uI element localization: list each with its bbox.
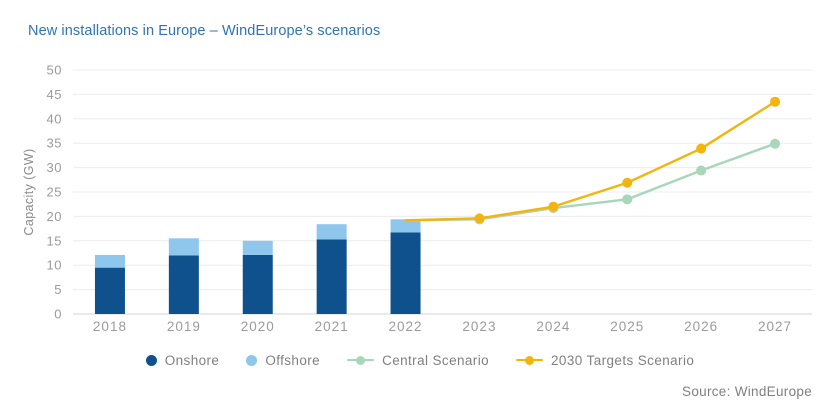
y-tick-label: 15: [47, 233, 62, 248]
point-2030-targets-scenario-2026: [696, 143, 707, 154]
x-axis-label: 2020: [241, 319, 275, 334]
legend-item-2030-targets-scenario: 2030 Targets Scenario: [516, 353, 694, 368]
line-central-scenario: [404, 142, 777, 222]
point-central-scenario-2026: [696, 165, 707, 176]
chart-title: New installations in Europe – WindEurope…: [28, 23, 381, 39]
legend-label: 2030 Targets Scenario: [551, 352, 695, 368]
x-axis-label: 2019: [167, 319, 201, 334]
legend-item-onshore: Onshore: [145, 352, 220, 368]
y-tick-label: 30: [47, 160, 62, 175]
chart-legend: Onshore Offshore Central Scenario 2030 Targ…: [0, 351, 840, 369]
x-axis-label: 2026: [684, 319, 718, 334]
bar-offshore-2021: [316, 224, 347, 240]
y-tick-label: 20: [47, 209, 62, 224]
point-central-scenario-2027: [770, 138, 781, 149]
line-2030-targets-scenario: [404, 100, 777, 222]
legend-label: Onshore: [164, 352, 220, 368]
y-tick-label: 25: [47, 185, 62, 200]
offshore-legend-marker-icon: [246, 354, 258, 366]
bar-onshore-2019: [168, 255, 199, 314]
bar-onshore-2020: [242, 254, 273, 314]
central-scenario-legend-marker-icon: [347, 355, 375, 366]
y-tick-label: 0: [54, 307, 62, 322]
point-2030-targets-scenario-2025: [622, 177, 633, 188]
legend-item-offshore: Offshore: [246, 353, 320, 368]
x-axis-label: 2024: [536, 319, 570, 334]
x-axis-label: 2022: [389, 319, 423, 334]
y-tick-label: 10: [47, 258, 62, 273]
onshore-legend-marker-icon: [145, 354, 157, 366]
point-central-scenario-2025: [622, 194, 633, 205]
point-2030-targets-scenario-2027: [770, 96, 781, 107]
legend-label: Offshore: [265, 352, 321, 368]
bar-offshore-2020: [242, 240, 273, 255]
bar-onshore-2022: [390, 232, 421, 314]
legend-label: Central Scenario: [382, 352, 490, 368]
y-tick-label: 45: [47, 87, 62, 102]
x-axis-label: 2021: [315, 319, 349, 334]
y-axis-title: Capacity (GW): [22, 148, 36, 235]
bar-offshore-2019: [168, 238, 199, 256]
y-tick-label: 50: [47, 63, 62, 78]
legend-item-central-scenario: Central Scenario: [347, 353, 489, 368]
point-2030-targets-scenario-2024: [548, 201, 559, 212]
x-axis-label: 2023: [462, 319, 496, 334]
x-axis-label: 2018: [93, 319, 127, 334]
bar-onshore-2018: [94, 267, 125, 314]
y-tick-label: 5: [54, 282, 62, 297]
y-tick-label: 35: [47, 136, 62, 151]
x-axis-label: 2025: [610, 319, 644, 334]
bar-offshore-2022: [390, 219, 421, 233]
bar-onshore-2021: [316, 239, 347, 314]
source-note: Source: WindEurope: [682, 384, 812, 399]
2030-targets-scenario-legend-marker-icon: [516, 355, 544, 366]
point-2030-targets-scenario-2023: [474, 213, 485, 224]
bar-offshore-2018: [94, 254, 125, 268]
x-axis-label: 2027: [758, 319, 792, 334]
y-tick-label: 40: [47, 111, 62, 126]
